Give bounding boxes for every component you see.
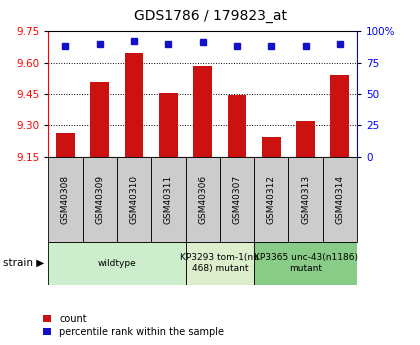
- Text: GSM40313: GSM40313: [301, 175, 310, 224]
- Bar: [254, 241, 357, 285]
- Bar: [331, 75, 349, 157]
- Bar: [90, 82, 109, 157]
- Bar: [254, 157, 289, 241]
- Bar: [159, 93, 178, 157]
- Bar: [186, 241, 254, 285]
- Bar: [48, 241, 186, 285]
- Text: KP3365 unc-43(n1186)
mutant: KP3365 unc-43(n1186) mutant: [254, 253, 357, 273]
- Bar: [193, 66, 212, 157]
- Text: GDS1786 / 179823_at: GDS1786 / 179823_at: [134, 9, 286, 23]
- Text: GSM40311: GSM40311: [164, 175, 173, 224]
- Text: wildtype: wildtype: [97, 258, 136, 268]
- Bar: [151, 157, 186, 241]
- Text: GSM40306: GSM40306: [198, 175, 207, 224]
- Text: KP3293 tom-1(nu
468) mutant: KP3293 tom-1(nu 468) mutant: [180, 253, 259, 273]
- Bar: [220, 157, 254, 241]
- Text: GSM40314: GSM40314: [335, 175, 344, 224]
- Text: GSM40309: GSM40309: [95, 175, 104, 224]
- Bar: [48, 157, 83, 241]
- Legend: count, percentile rank within the sample: count, percentile rank within the sample: [43, 314, 224, 337]
- Bar: [186, 157, 220, 241]
- Text: GSM40307: GSM40307: [232, 175, 241, 224]
- Bar: [83, 157, 117, 241]
- Bar: [117, 157, 151, 241]
- Bar: [289, 157, 323, 241]
- Bar: [56, 133, 75, 157]
- Bar: [323, 157, 357, 241]
- Text: strain ▶: strain ▶: [3, 258, 44, 268]
- Bar: [296, 121, 315, 157]
- Bar: [125, 53, 144, 157]
- Text: GSM40308: GSM40308: [61, 175, 70, 224]
- Bar: [228, 95, 247, 157]
- Text: GSM40310: GSM40310: [129, 175, 139, 224]
- Bar: [262, 137, 281, 157]
- Text: GSM40312: GSM40312: [267, 175, 276, 224]
